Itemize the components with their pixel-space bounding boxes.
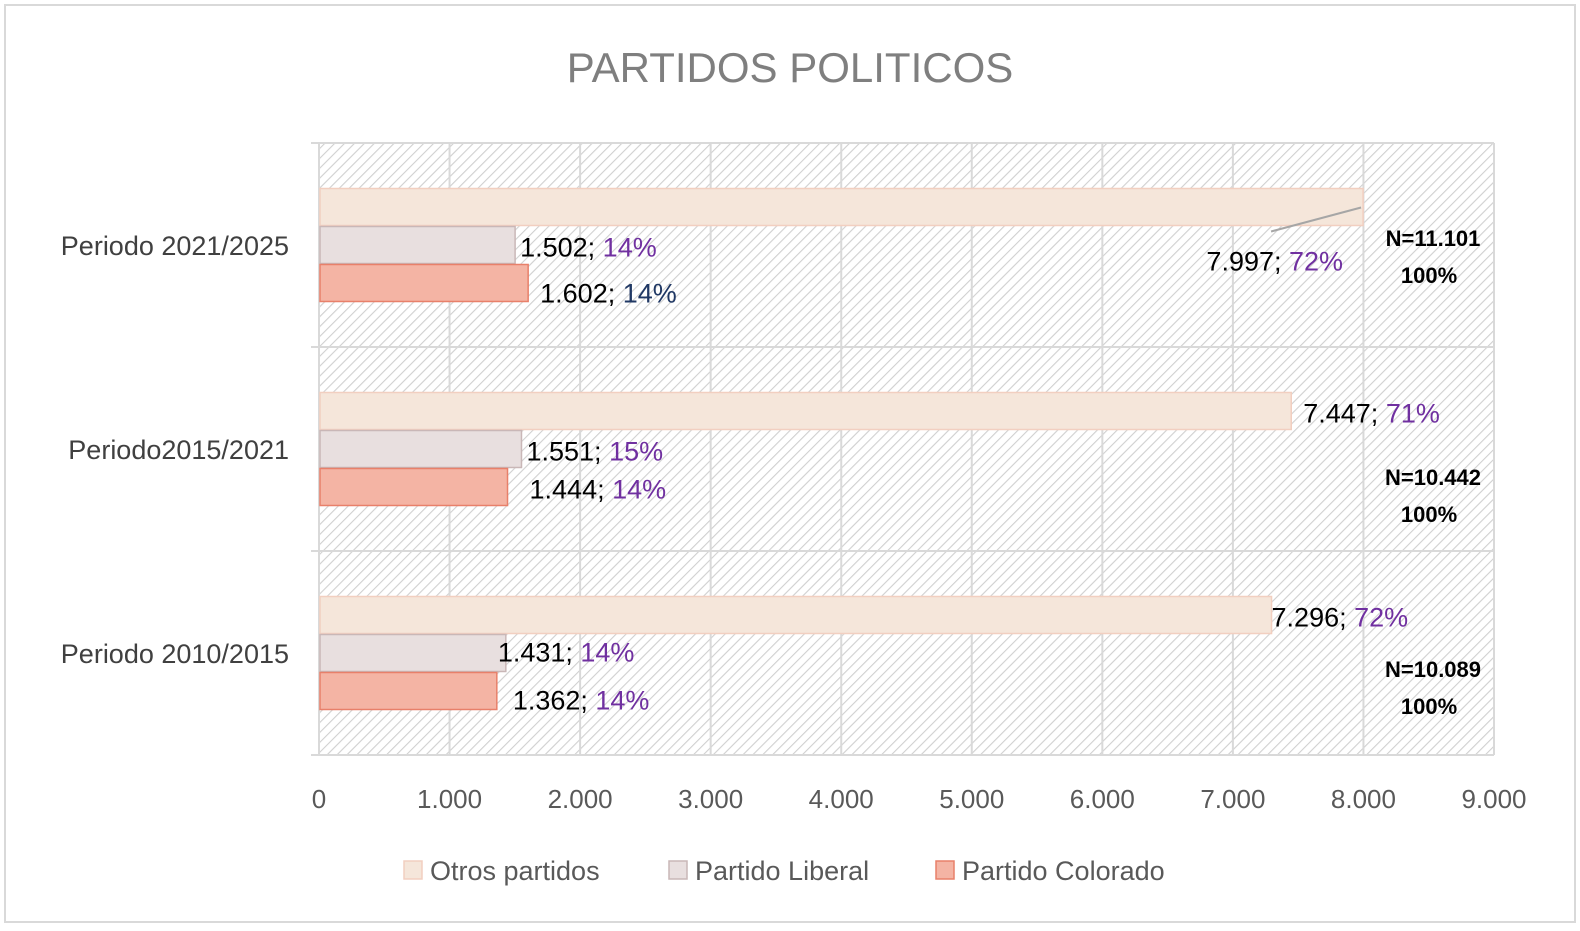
data-label-percent: 14%	[623, 279, 677, 309]
data-label-percent: 72%	[1354, 603, 1408, 633]
x-tick-label-7: 7.000	[1200, 784, 1265, 814]
bar-0-0	[319, 187, 1364, 227]
data-label-value: 1.551;	[526, 437, 609, 467]
legend-swatch-1	[668, 860, 688, 880]
category-label-0: Periodo 2021/2025	[61, 231, 289, 261]
bar-0-2	[319, 595, 1273, 635]
total-pct-label-2: 100%	[1401, 694, 1457, 719]
data-label-value: 7.447;	[1303, 399, 1386, 429]
data-label-0-0: 7.997; 72%	[1206, 247, 1343, 277]
total-n-label-0: N=11.101	[1386, 226, 1481, 251]
bar-1-0	[319, 225, 516, 265]
x-tick-label-5: 5.000	[939, 784, 1004, 814]
data-label-1-0: 1.502; 14%	[520, 233, 657, 263]
bar-2-0	[319, 263, 529, 303]
legend-item-0: Otros partidos	[403, 856, 600, 886]
x-tick-label-4: 4.000	[809, 784, 874, 814]
x-tick-label-6: 6.000	[1070, 784, 1135, 814]
data-label-value: 7.997;	[1206, 247, 1289, 277]
category-label-1: Periodo2015/2021	[68, 435, 289, 465]
chart-container: PARTIDOS POLITICOS 7.997; 72% 1.502; 14% 1…	[4, 4, 1576, 923]
data-label-2-0: 1.602; 14%	[540, 279, 677, 309]
total-pct-label-1: 100%	[1401, 502, 1457, 527]
legend-item-2: Partido Colorado	[935, 856, 1165, 886]
x-tick-label-1: 1.000	[417, 784, 482, 814]
data-label-percent: 71%	[1386, 399, 1440, 429]
x-tick-label-3: 3.000	[678, 784, 743, 814]
total-pct-label-0: 100%	[1401, 263, 1457, 288]
total-n-label-1: N=10.442	[1385, 465, 1481, 490]
total-n-label-2: N=10.089	[1385, 657, 1481, 682]
data-label-0-1: 7.447; 71%	[1303, 399, 1440, 429]
legend-swatch-0	[403, 860, 423, 880]
data-label-1-1: 1.551; 15%	[526, 437, 663, 467]
data-label-value: 1.502;	[520, 233, 603, 263]
data-label-value: 1.362;	[513, 686, 596, 716]
data-label-percent: 14%	[595, 686, 649, 716]
data-label-percent: 14%	[580, 638, 634, 668]
leader-line	[1270, 206, 1362, 233]
category-label-2: Periodo 2010/2015	[61, 639, 289, 669]
legend-label-2: Partido Colorado	[962, 856, 1165, 886]
bar-2-2	[319, 671, 498, 711]
chart-title: PARTIDOS POLITICOS	[567, 44, 1014, 91]
bar-2-1	[319, 467, 509, 507]
legend-label-0: Otros partidos	[430, 856, 600, 886]
data-label-percent: 14%	[612, 475, 666, 505]
bar-0-1	[319, 391, 1292, 431]
data-label-value: 7.296;	[1272, 603, 1355, 633]
x-tick-label-9: 9.000	[1461, 784, 1526, 814]
data-label-2-2: 1.362; 14%	[513, 686, 650, 716]
data-label-1-2: 1.431; 14%	[498, 638, 635, 668]
legend-item-1: Partido Liberal	[668, 856, 869, 886]
x-tick-label-2: 2.000	[548, 784, 613, 814]
data-label-percent: 15%	[609, 437, 663, 467]
data-label-percent: 14%	[603, 233, 657, 263]
x-tick-label-8: 8.000	[1331, 784, 1396, 814]
bar-chart: PARTIDOS POLITICOS 7.997; 72%1.502; 14%1…	[61, 44, 1527, 886]
legend-swatch-2	[935, 860, 955, 880]
data-label-value: 1.444;	[530, 475, 613, 505]
data-label-percent: 72%	[1289, 247, 1343, 277]
data-label-value: 1.431;	[498, 638, 581, 668]
bar-1-2	[319, 633, 507, 673]
bar-1-1	[319, 429, 523, 469]
data-label-value: 1.602;	[540, 279, 623, 309]
data-label-0-2: 7.296; 72%	[1272, 603, 1409, 633]
legend-label-1: Partido Liberal	[695, 856, 869, 886]
x-tick-label-0: 0	[312, 784, 326, 814]
data-label-2-1: 1.444; 14%	[530, 475, 667, 505]
